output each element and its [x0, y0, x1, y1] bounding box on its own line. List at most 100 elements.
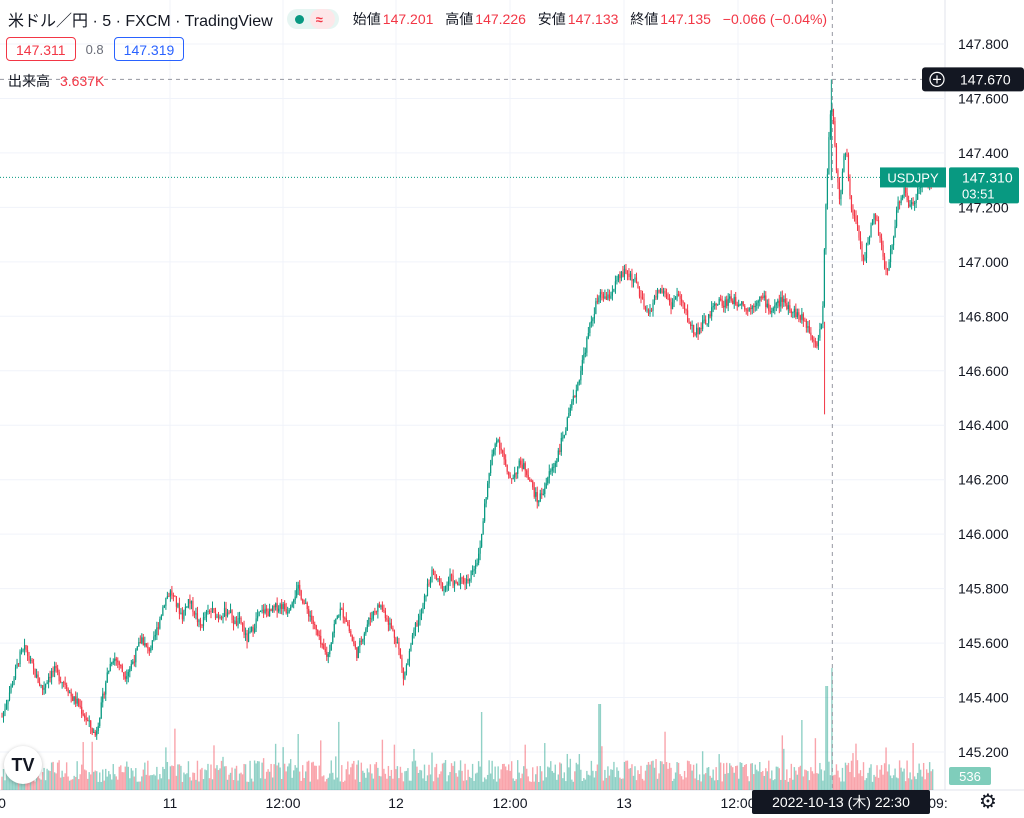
candle-body: [34, 668, 36, 678]
candle-body: [85, 717, 87, 721]
volume-bar: [483, 777, 486, 790]
candle-body: [324, 648, 326, 652]
candle-body: [652, 302, 654, 311]
volume-bar: [386, 778, 388, 790]
time-axis[interactable]: 0 11 12:00 12 12:00 13 12:00 09:: [0, 795, 948, 811]
symbol-title[interactable]: 米ドル／円 · 5 · FXCM · TradingView: [8, 13, 273, 30]
price-axis[interactable]: 147.800 147.600 147.400 147.200 147.000 146.8…: [958, 36, 1009, 760]
volume-bar: [453, 761, 456, 790]
tradingview-logo-icon[interactable]: TV: [4, 746, 42, 784]
volume-bar: [763, 775, 765, 790]
volume-bar: [214, 768, 217, 790]
candle-body: [801, 314, 803, 320]
candle-body: [147, 646, 149, 649]
volume-bar: [617, 770, 620, 790]
candle-body: [348, 624, 350, 632]
buy-button[interactable]: 147.319: [113, 37, 185, 61]
candle-body: [677, 294, 680, 297]
volume-bar: [344, 780, 346, 790]
candle-body: [799, 315, 801, 320]
candle-body: [269, 609, 271, 617]
volume-bar: [507, 764, 510, 790]
volume-legend[interactable]: 出来高 3.637K: [8, 71, 104, 91]
sell-button[interactable]: 147.311: [6, 37, 76, 61]
candle-body: [249, 630, 251, 633]
volume-bar: [216, 765, 218, 790]
volume-bar: [665, 761, 668, 790]
candle-body: [637, 281, 639, 289]
volume-bar: [467, 769, 469, 790]
volume-bar: [455, 773, 457, 790]
candle-body: [650, 309, 653, 311]
candle-body: [375, 611, 377, 613]
candle-body: [263, 609, 265, 613]
volume-bar: [750, 763, 752, 790]
candle-body: [75, 696, 77, 704]
volume-bar: [644, 770, 647, 790]
candle-body: [880, 237, 883, 246]
volume-bar: [298, 771, 301, 790]
volume-bar: [381, 739, 384, 790]
volume-bar: [640, 765, 642, 790]
candle-body: [365, 628, 367, 634]
candle-body: [281, 604, 283, 609]
candle-body: [341, 608, 343, 610]
candle-body: [29, 659, 32, 661]
volume-bar: [199, 769, 202, 790]
open-value: 147.201: [382, 11, 434, 27]
volume-bar: [786, 769, 788, 790]
volume-bar: [223, 766, 226, 790]
candle-body: [446, 584, 448, 586]
candle-body: [526, 470, 528, 475]
candle-body: [662, 290, 665, 294]
volume-bar: [910, 779, 913, 790]
volume-bar: [583, 778, 585, 790]
volume-bar: [174, 728, 176, 790]
gear-icon[interactable]: ⚙: [979, 791, 997, 813]
volume-bar: [778, 768, 781, 790]
volume-bar: [326, 779, 328, 790]
volume-bar: [835, 764, 838, 790]
volume-bar: [219, 768, 221, 790]
volume-bar: [709, 775, 711, 790]
volume-bar: [580, 769, 582, 790]
volume-bar: [462, 780, 465, 790]
volume-bar: [118, 766, 120, 790]
volume-bar: [638, 773, 641, 790]
volume-bar: [491, 760, 493, 790]
candle-body: [73, 696, 75, 701]
volume-bar: [804, 769, 806, 790]
volume-bar: [774, 779, 776, 790]
candle-body: [874, 213, 877, 220]
volume-bar: [503, 763, 505, 790]
volume-bar: [76, 761, 78, 790]
candle-body: [587, 333, 589, 338]
volume-bar: [762, 770, 764, 790]
candle-body: [831, 109, 833, 115]
volume-bar: [384, 773, 387, 790]
volume-bar: [145, 774, 148, 790]
candle-body: [163, 605, 165, 608]
volume-bar: [305, 771, 307, 790]
volume-bar: [530, 781, 532, 790]
volume-bar: [447, 775, 450, 790]
volume-bar: [667, 768, 669, 790]
volume-bar: [521, 773, 523, 790]
volume-bar: [192, 772, 194, 790]
candle-body: [205, 611, 208, 618]
candle-body: [211, 608, 214, 612]
volume-bar: [757, 771, 759, 790]
candle-body: [706, 323, 708, 325]
volume-bar: [607, 766, 609, 790]
candle-body: [533, 487, 535, 497]
candle-body: [835, 145, 838, 171]
candle-body: [124, 676, 126, 679]
volume-bar: [1, 776, 3, 790]
volume-bar: [802, 776, 805, 790]
candle-body: [509, 475, 511, 479]
candle-body: [288, 609, 290, 613]
candle-body: [502, 450, 504, 453]
market-status[interactable]: ≈: [286, 9, 339, 29]
volume-bar: [286, 766, 289, 790]
